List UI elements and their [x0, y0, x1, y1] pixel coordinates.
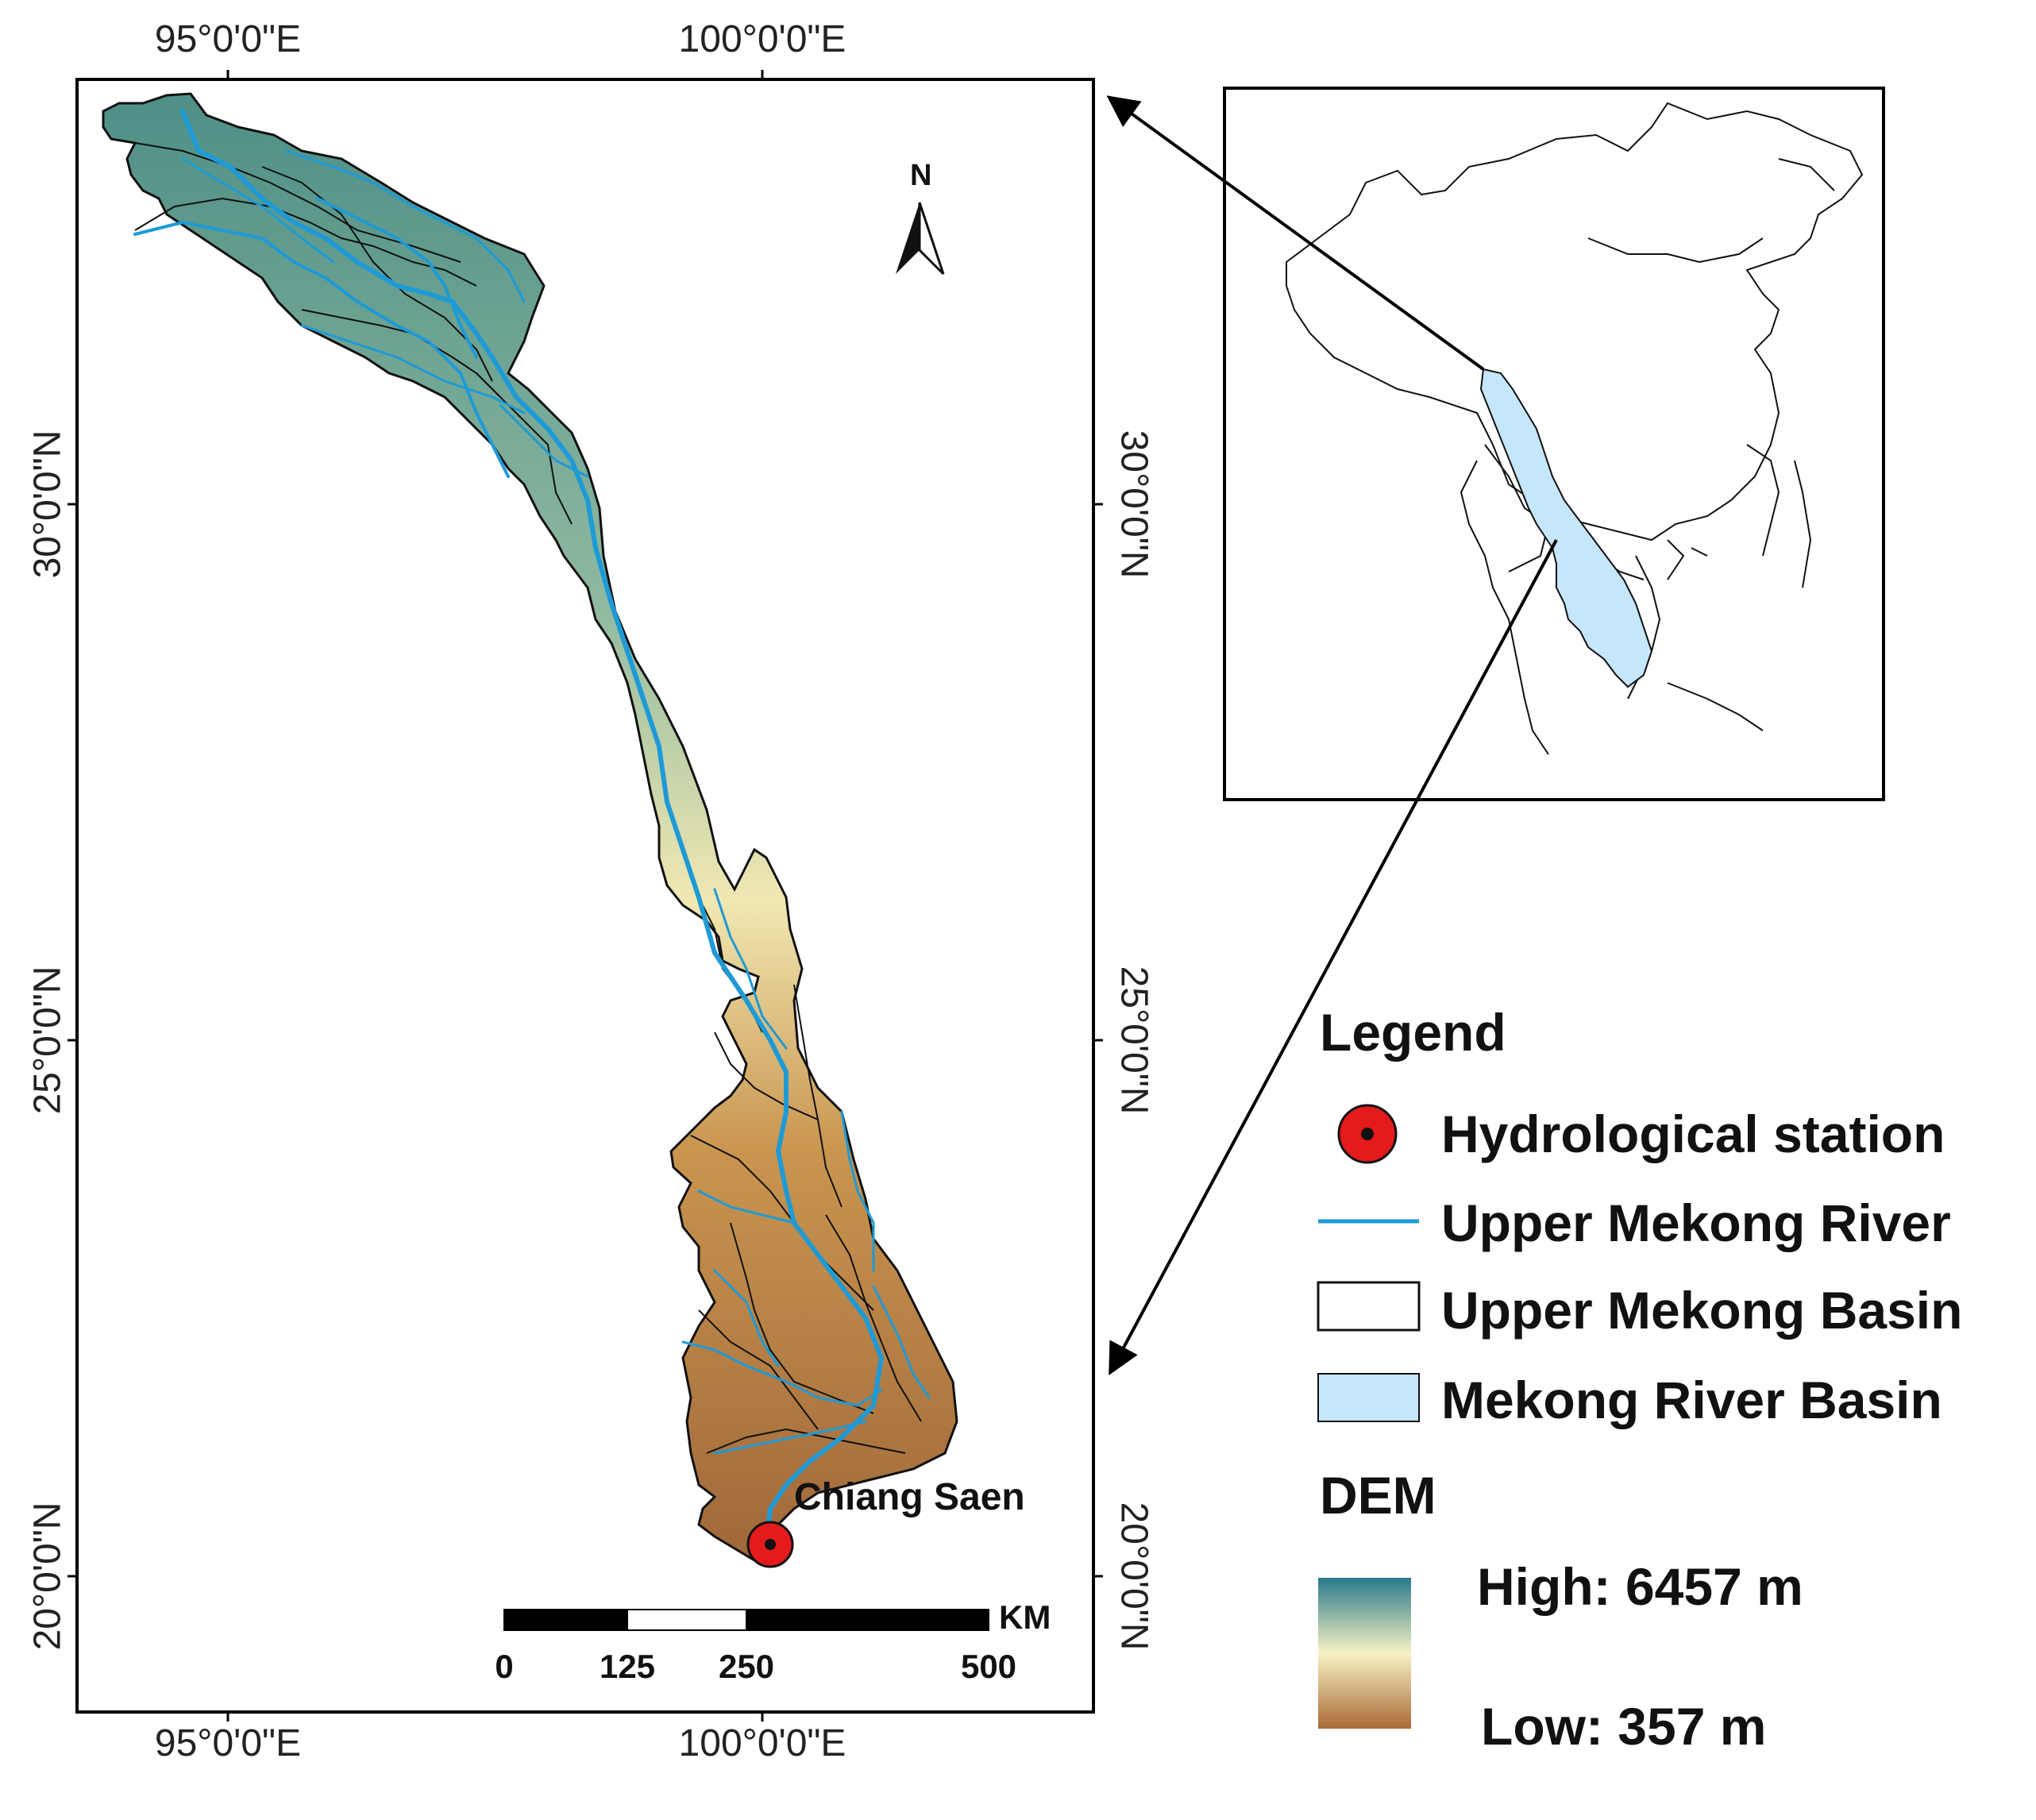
- main-map-frame: [75, 78, 1095, 1714]
- legend-item-upper-basin: Upper Mekong Basin: [1441, 1281, 1963, 1340]
- north-arrow-icon: [896, 202, 945, 276]
- top-lon-label-95: 95°0'0"E: [154, 18, 302, 60]
- inset-map-frame: [1223, 87, 1885, 801]
- scale-label-0: 0: [495, 1648, 514, 1685]
- inset-mekong-river-basin: [1479, 368, 1653, 688]
- inset-connector-arrows: [1106, 95, 1558, 1376]
- legend-item-station: Hydrological station: [1441, 1105, 1945, 1163]
- bottom-lon-label-95: 95°0'0"E: [154, 1722, 302, 1764]
- legend-title: Legend: [1320, 1003, 1506, 1062]
- dem-low-label: Low: 357 m: [1481, 1697, 1767, 1756]
- north-arrow-label: N: [910, 159, 932, 192]
- scale-bar: [503, 1609, 989, 1631]
- top-lon-label-100: 100°0'0"E: [678, 18, 846, 60]
- legend-dem-ramp: [1318, 1578, 1411, 1729]
- hydrological-station-marker: [746, 1521, 794, 1568]
- scale-label-125: 125: [599, 1648, 656, 1685]
- inset-country-outlines: [1286, 102, 1864, 755]
- upper-mekong-basin-dem: [102, 92, 958, 1562]
- scale-unit: KM: [999, 1598, 1051, 1636]
- frame-ticks: [67, 70, 1103, 1722]
- upper-mekong-river: [133, 109, 931, 1543]
- legend-item-river: Upper Mekong River: [1441, 1193, 1951, 1252]
- legend-mekong-basin-icon: [1317, 1373, 1420, 1422]
- scale-label-250: 250: [718, 1648, 775, 1685]
- station-label: Chiang Saen: [794, 1476, 1025, 1518]
- legend-symbols: [1317, 1104, 1421, 1729]
- bottom-lon-label-100: 100°0'0"E: [678, 1722, 846, 1764]
- scale-label-500: 500: [960, 1648, 1017, 1685]
- legend-item-mekong-basin: Mekong River Basin: [1441, 1371, 1942, 1429]
- dem-title: DEM: [1320, 1466, 1436, 1525]
- dem-high-label: High: 6457 m: [1477, 1557, 1803, 1616]
- legend-upper-basin-icon: [1317, 1281, 1421, 1332]
